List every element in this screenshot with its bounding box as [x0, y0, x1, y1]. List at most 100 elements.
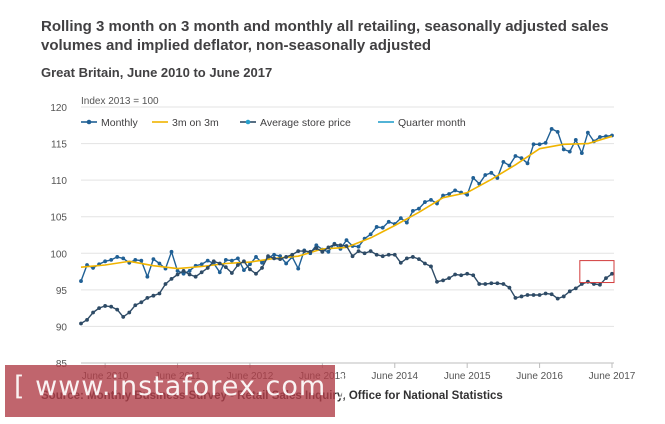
data-point	[604, 276, 608, 281]
data-point	[254, 255, 258, 259]
x-tick-label: June 2017	[589, 371, 636, 382]
data-point	[308, 249, 313, 254]
data-point	[248, 262, 252, 267]
data-point	[579, 151, 584, 155]
data-point	[242, 268, 246, 273]
data-point	[175, 268, 180, 273]
data-point	[248, 267, 252, 272]
data-point	[495, 281, 500, 286]
data-point	[429, 197, 433, 202]
data-point	[97, 306, 102, 311]
data-point	[229, 258, 234, 263]
legend-marker	[86, 119, 92, 125]
data-point	[374, 225, 379, 229]
data-point	[453, 272, 458, 277]
data-point	[386, 219, 391, 224]
data-point	[332, 242, 337, 247]
data-point	[133, 303, 138, 308]
data-point	[103, 304, 108, 308]
data-point	[489, 170, 494, 175]
x-tick-label: June 2016	[516, 371, 563, 382]
data-point	[459, 273, 464, 278]
data-point	[181, 271, 186, 276]
data-point	[543, 140, 548, 145]
data-point	[127, 310, 132, 315]
y-tick-label: 110	[51, 176, 67, 187]
data-point	[610, 271, 614, 276]
data-point	[223, 257, 228, 262]
data-point	[91, 310, 95, 315]
watermark-band	[5, 365, 335, 417]
data-point	[350, 254, 355, 259]
data-point	[109, 304, 114, 309]
data-point	[555, 296, 560, 301]
y-tick-label: 85	[56, 359, 68, 370]
data-point	[507, 163, 512, 168]
data-point	[483, 282, 488, 286]
data-point	[423, 200, 427, 204]
chart-grid	[81, 106, 614, 364]
data-point	[435, 279, 439, 284]
data-point	[199, 262, 204, 267]
data-point	[531, 293, 536, 297]
data-point	[199, 270, 204, 275]
data-point	[513, 154, 518, 158]
x-tick-label: June 2015	[444, 371, 491, 382]
data-point	[483, 173, 488, 177]
data-point	[187, 272, 192, 277]
data-point	[223, 265, 228, 270]
data-point	[121, 256, 126, 261]
data-point	[441, 193, 445, 198]
data-point	[398, 260, 403, 265]
data-point	[392, 252, 397, 257]
data-point	[549, 127, 554, 131]
data-point	[423, 261, 427, 266]
data-point	[441, 278, 445, 283]
data-point	[374, 252, 379, 257]
chart-series	[79, 127, 614, 326]
data-point	[398, 216, 403, 221]
data-point	[151, 257, 156, 262]
data-point	[109, 257, 114, 262]
data-point	[163, 282, 168, 286]
data-point	[260, 266, 264, 270]
data-point	[145, 274, 150, 279]
data-point	[296, 266, 301, 271]
y-tick-label: 120	[50, 103, 67, 114]
data-point	[103, 259, 108, 264]
data-point	[429, 264, 433, 269]
unit-label: Index 2013 = 100	[81, 96, 159, 107]
data-point	[139, 300, 144, 305]
chart-subtitle: Great Britain, June 2010 to June 2017	[41, 65, 273, 80]
legend-label: Monthly	[101, 117, 139, 129]
legend-marker	[245, 119, 251, 125]
data-point	[573, 138, 578, 142]
data-point	[519, 294, 524, 299]
data-point	[380, 225, 385, 230]
data-point	[187, 268, 192, 273]
data-point	[272, 252, 276, 257]
y-tick-label: 115	[51, 140, 67, 151]
data-point	[598, 282, 602, 287]
data-point	[417, 257, 421, 262]
data-point	[344, 238, 349, 243]
data-point	[121, 315, 126, 319]
chart-title: Rolling 3 month on 3 month and monthly a…	[41, 18, 609, 54]
data-point	[489, 281, 494, 286]
data-point	[290, 252, 295, 257]
highlight-box	[579, 260, 615, 284]
data-point	[235, 263, 240, 267]
data-point	[205, 266, 210, 270]
data-point	[139, 258, 144, 263]
data-point	[79, 321, 83, 326]
data-point	[169, 276, 174, 281]
y-tick-label: 95	[56, 286, 68, 297]
chart-legend: Monthly 3m on 3m Average store price Quarte…	[81, 117, 466, 129]
data-point	[356, 249, 361, 253]
data-point	[410, 208, 415, 213]
data-point	[380, 254, 385, 259]
data-point	[278, 257, 283, 262]
data-point	[465, 192, 470, 197]
y-tick-label: 100	[50, 249, 67, 260]
legend-label: Quarter month	[398, 117, 466, 129]
